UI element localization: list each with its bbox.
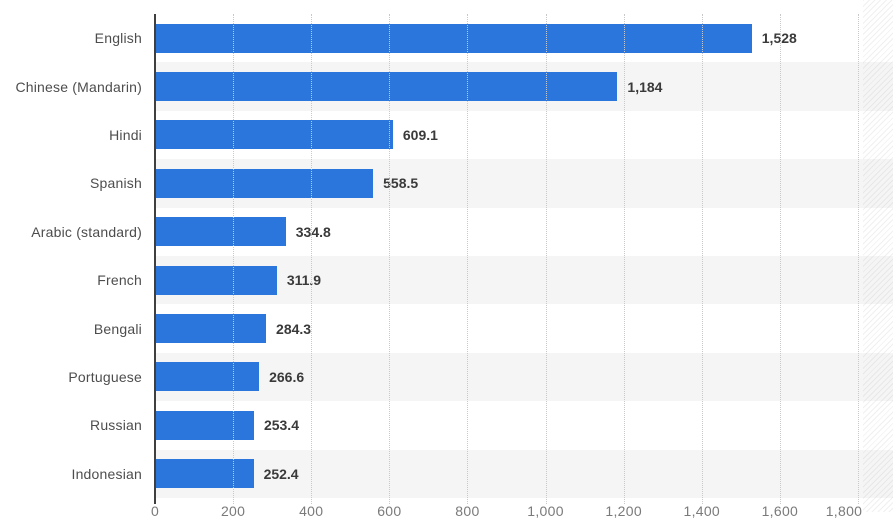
value-label: 1,184 [627, 78, 663, 95]
bar[interactable] [155, 459, 254, 489]
row-plot-cell: 266.6 [155, 352, 893, 402]
bar[interactable] [155, 265, 277, 295]
category-label: Indonesian [71, 465, 142, 482]
table-row: Russian 253.4 [0, 401, 893, 449]
category-label: Russian [90, 417, 142, 434]
tick-label: 0 [150, 503, 160, 519]
row-plot-cell: 334.8 [155, 208, 893, 256]
value-label: 558.5 [383, 175, 419, 192]
bar[interactable] [155, 362, 260, 392]
gridline [623, 14, 625, 504]
row-plot-cell: 558.5 [155, 159, 893, 208]
gridline [467, 14, 469, 504]
row-plot-cell: 311.9 [155, 255, 893, 305]
bar[interactable] [155, 314, 267, 344]
value-label: 253.4 [263, 417, 299, 434]
tick-label: 800 [455, 503, 480, 519]
category-label: Hindi [109, 126, 142, 143]
tick-label: 200 [220, 503, 246, 519]
y-axis-line [154, 14, 156, 504]
gridline [701, 14, 703, 504]
bar[interactable] [155, 23, 752, 53]
bar[interactable] [155, 72, 618, 102]
table-row: Portuguese 266.6 [0, 352, 893, 402]
category-label: Bengali [93, 320, 142, 337]
tick-label: 1,400 [683, 503, 721, 519]
table-row: Arabic (standard) 334.8 [0, 208, 893, 256]
bar[interactable] [155, 410, 254, 440]
table-row: Indonesian 252.4 [0, 449, 893, 498]
table-row: French 311.9 [0, 255, 893, 305]
table-row: Spanish 558.5 [0, 159, 893, 208]
plot-area: English 1,528 Chinese (Mandarin) 1,184 Hindi… [0, 14, 893, 498]
bar[interactable] [155, 168, 374, 198]
gridline [779, 14, 781, 504]
table-row: Hindi 609.1 [0, 111, 893, 159]
category-label: Arabic (standard) [31, 223, 142, 240]
bar[interactable] [155, 120, 393, 150]
row-plot-cell: 1,184 [155, 62, 893, 111]
value-label: 311.9 [286, 272, 322, 289]
category-label: Spanish [90, 175, 142, 192]
category-label: English [94, 30, 142, 47]
tick-label: 1,600 [761, 503, 799, 519]
value-label: 1,528 [761, 30, 797, 47]
tick-label: 1,000 [527, 503, 564, 519]
tick-label: 400 [299, 503, 324, 519]
category-label: Portuguese [68, 368, 142, 385]
table-row: Chinese (Mandarin) 1,184 [0, 62, 893, 111]
table-row: Bengali 284.3 [0, 304, 893, 352]
gridline [233, 14, 235, 504]
row-plot-cell: 1,528 [155, 14, 893, 62]
category-label: Chinese (Mandarin) [15, 78, 142, 95]
gridline [389, 14, 391, 504]
row-plot-cell: 253.4 [155, 401, 893, 449]
row-plot-cell: 284.3 [155, 304, 893, 352]
row-plot-cell: 609.1 [155, 111, 893, 159]
bar[interactable] [155, 217, 286, 247]
gridline [545, 14, 547, 504]
value-label: 284.3 [276, 320, 312, 337]
table-row: English 1,528 [0, 14, 893, 62]
value-label: 252.4 [263, 465, 299, 482]
value-label: 334.8 [295, 223, 331, 240]
row-plot-cell: 252.4 [155, 449, 893, 498]
tick-label: 1,800 [825, 503, 863, 519]
category-label: French [97, 272, 142, 289]
tick-label: 600 [377, 503, 402, 519]
gridline [311, 14, 313, 504]
value-label: 266.6 [269, 368, 305, 385]
tick-label: 1,200 [605, 503, 642, 519]
value-label: 609.1 [402, 126, 438, 143]
gridline [858, 14, 859, 504]
